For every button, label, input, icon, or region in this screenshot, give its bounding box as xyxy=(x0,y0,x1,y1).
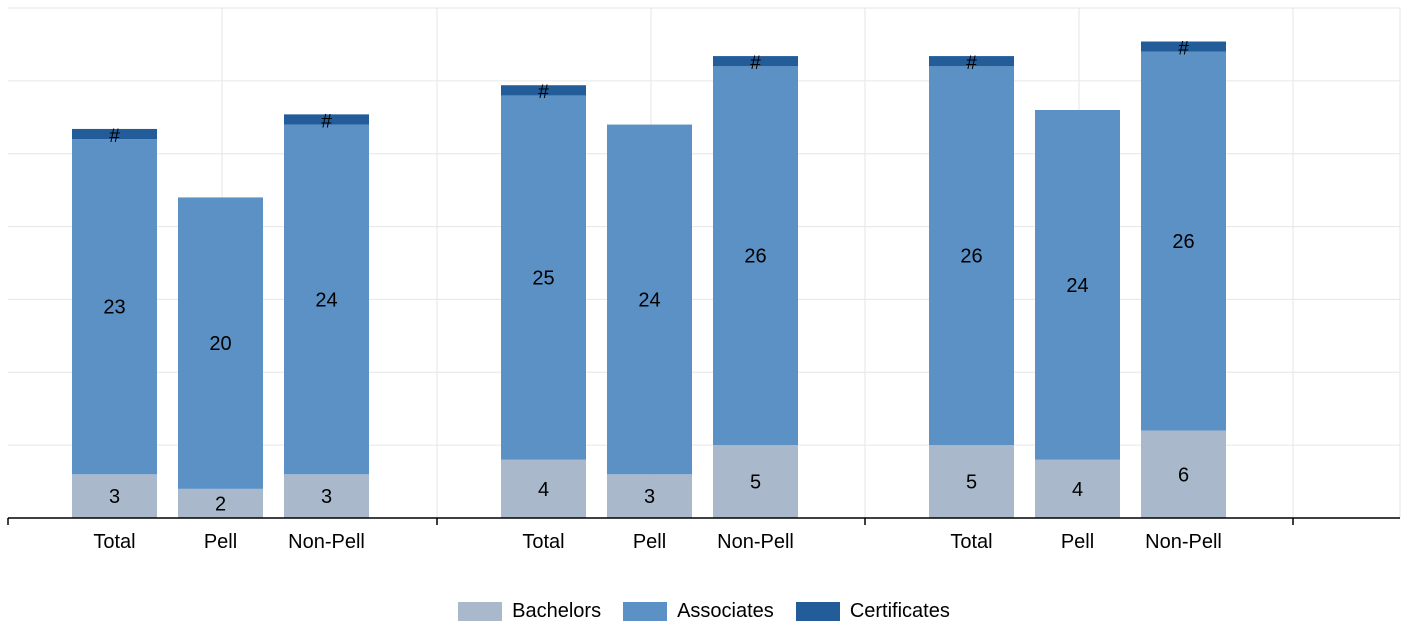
bar-associates xyxy=(929,66,1014,446)
legend-swatch-associates xyxy=(623,601,668,621)
bar-associates xyxy=(72,139,157,475)
bar-associates xyxy=(713,66,798,446)
chart-canvas: 3 23 # Total 2 20 Pell 3 24 # Non-Pell 4 25 # Total 3 24… xyxy=(7,7,1401,553)
bar-certificates xyxy=(1141,41,1226,52)
data-label: 3 xyxy=(644,486,655,508)
data-label: 4 xyxy=(1072,479,1083,501)
data-label: # xyxy=(750,53,761,74)
data-label: 4 xyxy=(538,479,549,501)
x-tick-label: Total xyxy=(950,531,992,553)
bar-certificates xyxy=(501,85,586,96)
legend-swatch-certificates xyxy=(795,601,840,621)
x-tick-label: Non-Pell xyxy=(1145,531,1222,553)
data-label: # xyxy=(538,82,549,103)
data-label: 24 xyxy=(315,289,337,311)
data-label: 3 xyxy=(321,486,332,508)
bar-bachelors xyxy=(929,445,1014,518)
bar-associates xyxy=(1035,110,1120,460)
legend-swatch-bachelors xyxy=(458,601,503,621)
bar-bachelors xyxy=(713,445,798,518)
bar-bachelors xyxy=(284,474,369,518)
x-tick-label: Non-Pell xyxy=(288,531,365,553)
bar-associates xyxy=(1141,51,1226,431)
bar-associates xyxy=(284,124,369,475)
legend-label-certificates: Certificates xyxy=(849,599,950,622)
data-label: 5 xyxy=(966,472,977,494)
legend-label-bachelors: Bachelors xyxy=(512,599,602,622)
data-label: 2 xyxy=(215,493,226,515)
data-label: 5 xyxy=(750,472,761,494)
data-label: 6 xyxy=(1178,464,1189,486)
legend-item-certificates: Certificates xyxy=(795,599,950,623)
bar-bachelors xyxy=(607,474,692,518)
data-label: 23 xyxy=(103,297,125,319)
legend-label-associates: Associates xyxy=(677,599,774,622)
bar-certificates xyxy=(284,114,369,125)
bar-bachelors xyxy=(178,488,263,518)
bar-associates xyxy=(501,95,586,460)
bar-bachelors xyxy=(72,474,157,518)
x-tick-label: Pell xyxy=(204,531,237,553)
data-label: 26 xyxy=(960,246,982,268)
data-label: 24 xyxy=(1066,275,1088,297)
data-label: # xyxy=(1178,39,1189,60)
bar-certificates xyxy=(929,56,1014,67)
data-label: # xyxy=(966,53,977,74)
legend-item-associates: Associates xyxy=(623,600,774,623)
x-tick-label: Total xyxy=(522,531,564,553)
data-label: 20 xyxy=(209,333,231,355)
bar-certificates xyxy=(72,128,157,140)
bar-associates xyxy=(178,197,263,489)
x-tick-label: Total xyxy=(93,531,135,553)
data-label: # xyxy=(321,111,332,132)
x-tick-label: Pell xyxy=(1061,531,1094,553)
legend: Bachelors Associates Certificates xyxy=(0,596,1408,626)
data-label: 26 xyxy=(744,246,766,268)
data-label: 25 xyxy=(532,268,554,290)
bar-bachelors xyxy=(501,459,586,518)
legend-item-bachelors: Bachelors xyxy=(458,600,601,623)
bar-bachelors xyxy=(1035,459,1120,518)
bar-associates xyxy=(607,124,692,475)
data-label: 24 xyxy=(638,289,660,311)
data-label: 26 xyxy=(1172,231,1194,253)
bar-bachelors xyxy=(1141,430,1226,518)
data-label: 3 xyxy=(109,486,120,508)
x-tick-label: Non-Pell xyxy=(717,531,794,553)
x-tick-label: Pell xyxy=(633,531,666,553)
data-label: # xyxy=(109,126,120,147)
bar-certificates xyxy=(713,56,798,67)
